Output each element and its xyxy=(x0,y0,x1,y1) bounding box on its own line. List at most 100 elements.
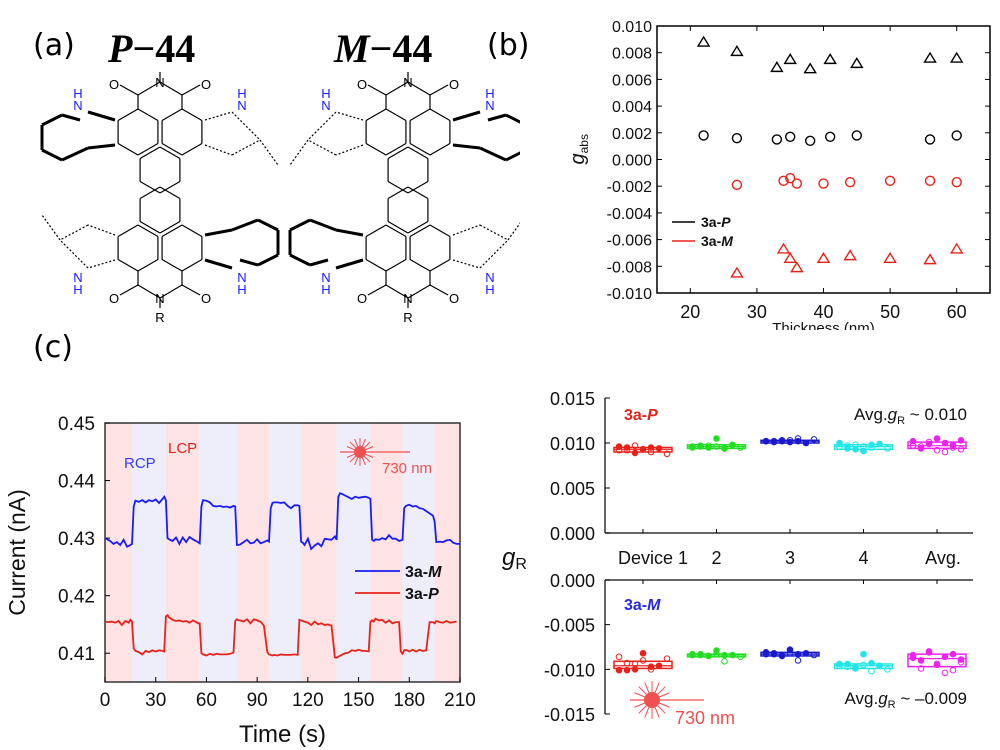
data-point xyxy=(852,446,859,453)
y-tick-label: -0.015 xyxy=(544,705,595,725)
data-point xyxy=(737,444,744,451)
data-point xyxy=(925,649,933,656)
data-point xyxy=(697,651,704,659)
hashed-bond xyxy=(307,111,337,141)
bond xyxy=(335,228,364,237)
atom-label: N xyxy=(321,270,330,285)
bond xyxy=(367,284,387,296)
data-point-circle xyxy=(851,130,862,141)
y-tick-label: 0.000 xyxy=(550,524,595,544)
atom-label: O xyxy=(357,291,367,306)
y-tick-label: 0.000 xyxy=(612,153,652,170)
data-point-triangle xyxy=(783,53,797,65)
data-point xyxy=(663,450,671,458)
legend-label: 3a-P xyxy=(405,586,439,603)
bond xyxy=(387,180,409,194)
data-point xyxy=(639,446,647,453)
bond xyxy=(309,218,337,232)
category-label: 3 xyxy=(785,548,795,568)
bond xyxy=(61,146,89,162)
data-point-circle xyxy=(824,131,836,143)
atom-label: H xyxy=(321,86,330,101)
box-top-0 xyxy=(613,442,673,458)
hashed-bond xyxy=(59,239,89,269)
y-tick-label: 0.42 xyxy=(58,587,95,608)
x-tick-label: 30 xyxy=(747,302,767,322)
molecule-title-m: M−44 xyxy=(334,25,432,72)
bond xyxy=(159,220,181,234)
data-point-triangle xyxy=(803,62,817,74)
data-point xyxy=(655,445,663,452)
bond xyxy=(139,186,161,200)
data-point xyxy=(623,659,631,667)
bond xyxy=(119,84,139,96)
hashed-bond xyxy=(204,111,233,121)
bond xyxy=(385,142,407,156)
bond xyxy=(231,218,259,232)
data-point xyxy=(737,653,744,661)
lcp-band xyxy=(105,423,133,682)
bond xyxy=(365,258,387,272)
bond xyxy=(429,258,451,272)
bond xyxy=(119,284,139,296)
lcp-band xyxy=(165,423,200,682)
bond xyxy=(407,284,431,299)
box-bottom-2 xyxy=(760,646,820,664)
data-point xyxy=(933,435,941,442)
data-point xyxy=(647,444,655,451)
data-point-circle xyxy=(884,175,896,187)
data-point xyxy=(876,662,883,670)
data-point xyxy=(941,448,949,456)
bond xyxy=(257,218,279,232)
data-point xyxy=(713,650,720,658)
atom-label: H xyxy=(485,282,494,297)
wavelength-annotation: 730 nm xyxy=(382,460,432,477)
atom-label: N xyxy=(73,270,82,285)
x-tick-label: 120 xyxy=(292,690,324,711)
data-point-triangle xyxy=(949,51,964,63)
rcp-band xyxy=(268,423,302,682)
atom-label: N xyxy=(237,270,246,285)
box-top-2 xyxy=(760,435,820,447)
bond xyxy=(367,84,387,96)
hashed-bond xyxy=(307,139,337,156)
bond xyxy=(409,108,431,122)
data-point-circle xyxy=(924,134,936,145)
data-point xyxy=(933,660,941,668)
box-top-3 xyxy=(833,439,894,455)
bond xyxy=(429,84,449,96)
atom-label: H xyxy=(237,86,246,101)
atom-label: N xyxy=(237,98,246,113)
bond xyxy=(61,113,81,122)
data-point xyxy=(639,657,647,664)
bond xyxy=(117,108,139,122)
data-point xyxy=(957,437,965,444)
panel-label-a: (a) xyxy=(33,28,75,63)
data-point xyxy=(860,447,867,455)
hashed-bond xyxy=(335,144,364,156)
data-point xyxy=(689,443,696,450)
data-point xyxy=(697,442,704,449)
data-point xyxy=(713,435,720,442)
x-tick-label: 0 xyxy=(100,690,111,711)
data-point xyxy=(663,655,671,662)
bond xyxy=(181,142,203,156)
bond xyxy=(161,142,183,156)
hashed-bond xyxy=(452,224,481,236)
data-point-triangle xyxy=(883,251,897,263)
y-tick-label: 0.010 xyxy=(550,434,595,454)
bond xyxy=(181,108,203,122)
x-tick-label: 90 xyxy=(247,690,268,711)
bond xyxy=(137,284,161,299)
atom-label: R xyxy=(155,310,164,325)
box-top-1 xyxy=(686,435,747,452)
atom-label: N xyxy=(485,98,494,113)
atom-label: N xyxy=(73,98,82,113)
data-point xyxy=(917,665,925,672)
y-tick-label: 0.45 xyxy=(58,414,95,435)
y-tick-label: 0.41 xyxy=(58,644,95,665)
bond xyxy=(139,220,161,234)
data-point xyxy=(852,665,859,672)
bond xyxy=(257,253,279,267)
y-tick-label: 0.006 xyxy=(612,72,652,89)
